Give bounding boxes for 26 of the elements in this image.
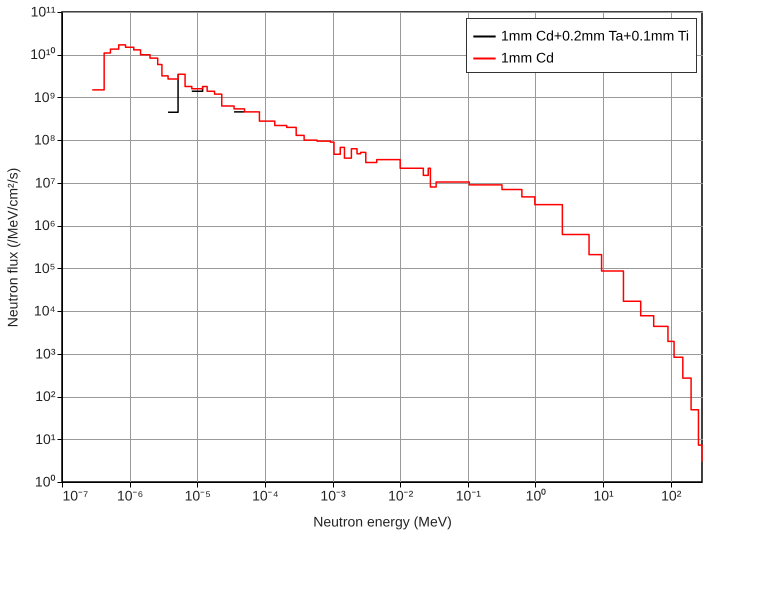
y-tick-label: 10⁵: [34, 260, 56, 276]
x-tick-label: 10⁻⁷: [62, 488, 88, 504]
y-tick-label: 10¹¹: [30, 4, 56, 20]
y-tick-label: 10⁷: [34, 174, 56, 190]
y-axis-title: Neutron flux (/MeV/cm²/s): [4, 168, 20, 328]
y-tick-label: 10⁰: [34, 474, 56, 490]
legend-label: 1mm Cd: [501, 50, 554, 66]
y-tick-label: 10¹⁰: [30, 46, 56, 62]
x-tick-label: 10⁻¹: [456, 488, 482, 504]
x-tick-label: 10²: [661, 488, 682, 504]
x-tick-label: 10⁻⁴: [252, 488, 279, 504]
x-tick-label: 10⁰: [526, 488, 546, 504]
y-tick-label: 10¹: [35, 430, 56, 447]
x-tick-label: 10⁻²: [388, 488, 414, 504]
x-tick-label: 10⁻⁶: [116, 488, 144, 504]
y-tick-label: 10⁹: [34, 88, 56, 105]
x-tick-label: 10⁻³: [320, 488, 346, 504]
y-tick-label: 10⁶: [34, 217, 56, 234]
x-tick-label: 10¹: [593, 488, 614, 504]
x-axis-title: Neutron energy (MeV): [313, 514, 452, 530]
y-tick-label: 10⁸: [34, 132, 56, 148]
legend-label: 1mm Cd+0.2mm Ta+0.1mm Ti: [501, 28, 690, 44]
y-tick-label: 10³: [35, 345, 56, 362]
y-tick-label: 10⁴: [34, 302, 56, 319]
x-tick-label: 10⁻⁵: [184, 488, 211, 504]
y-tick-label: 10²: [35, 388, 56, 404]
